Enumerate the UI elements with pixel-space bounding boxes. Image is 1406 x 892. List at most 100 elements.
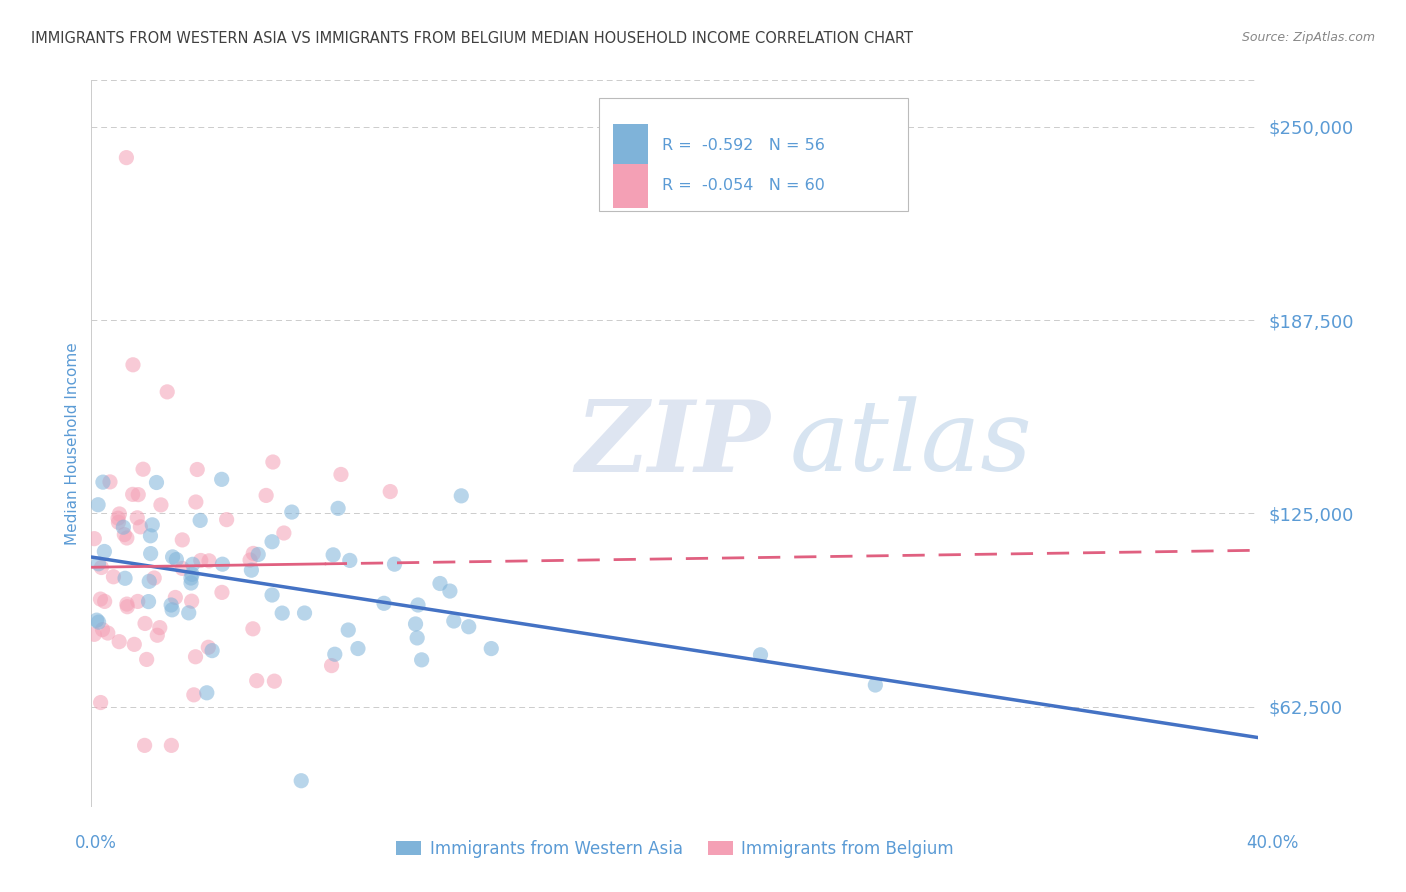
Point <box>135 652 157 666</box>
Point <box>139 529 162 543</box>
Point <box>347 641 370 656</box>
Point <box>108 507 131 521</box>
Point <box>87 615 110 629</box>
Point <box>184 649 207 664</box>
Point <box>190 553 212 567</box>
Point <box>83 532 105 546</box>
Point <box>89 592 111 607</box>
Point <box>479 641 502 656</box>
Point <box>290 773 312 788</box>
Point <box>98 475 121 489</box>
Point <box>93 544 115 558</box>
Point <box>103 570 125 584</box>
Point <box>380 484 402 499</box>
Point <box>91 623 114 637</box>
Point <box>138 594 160 608</box>
Text: 0.0%: 0.0% <box>75 834 117 852</box>
Point <box>198 554 221 568</box>
Point <box>271 606 294 620</box>
Point <box>321 658 343 673</box>
Point <box>262 588 284 602</box>
Text: IMMIGRANTS FROM WESTERN ASIA VS IMMIGRANTS FROM BELGIUM MEDIAN HOUSEHOLD INCOME : IMMIGRANTS FROM WESTERN ASIA VS IMMIGRAN… <box>31 31 912 46</box>
Point <box>107 516 129 530</box>
Point <box>411 653 433 667</box>
Point <box>262 534 284 549</box>
Point <box>149 621 172 635</box>
Point <box>184 495 207 509</box>
Point <box>146 628 169 642</box>
Point <box>211 585 233 599</box>
Point <box>439 584 461 599</box>
Text: Source: ZipAtlas.com: Source: ZipAtlas.com <box>1241 31 1375 45</box>
Point <box>115 151 138 165</box>
Point <box>139 547 162 561</box>
Point <box>240 563 263 577</box>
Point <box>121 487 143 501</box>
Point <box>443 614 465 628</box>
Point <box>145 475 167 490</box>
Point <box>115 531 138 545</box>
Point <box>188 513 211 527</box>
Point <box>239 553 262 567</box>
Point <box>246 673 269 688</box>
Point <box>115 597 138 611</box>
Point <box>114 571 136 585</box>
Point <box>186 462 208 476</box>
Text: ZIP: ZIP <box>575 395 770 492</box>
Point <box>180 594 202 608</box>
Point <box>160 603 183 617</box>
Point <box>90 696 112 710</box>
Point <box>247 548 270 562</box>
Point <box>165 591 187 605</box>
Point <box>177 606 200 620</box>
Point <box>211 558 233 572</box>
Point <box>149 498 172 512</box>
Point <box>242 546 264 560</box>
Point <box>180 576 202 591</box>
Point <box>254 488 277 502</box>
Point <box>86 613 108 627</box>
Point <box>183 688 205 702</box>
Point <box>172 533 194 547</box>
Point <box>322 548 344 562</box>
Text: 40.0%: 40.0% <box>1246 834 1299 852</box>
Point <box>90 560 112 574</box>
Text: R =  -0.592   N = 56: R = -0.592 N = 56 <box>662 138 825 153</box>
Point <box>112 520 135 534</box>
Point <box>127 488 149 502</box>
Text: atlas: atlas <box>789 396 1032 491</box>
Point <box>108 634 131 648</box>
Point <box>112 527 135 541</box>
Point <box>127 511 149 525</box>
Point <box>181 567 204 582</box>
Point <box>405 617 427 632</box>
Point <box>160 739 183 753</box>
Point <box>262 455 284 469</box>
Point <box>93 594 115 608</box>
Point <box>339 553 361 567</box>
Legend: Immigrants from Western Asia, Immigrants from Belgium: Immigrants from Western Asia, Immigrants… <box>389 833 960 864</box>
Point <box>384 557 406 571</box>
Y-axis label: Median Household Income: Median Household Income <box>65 343 80 545</box>
Point <box>242 622 264 636</box>
Point <box>124 637 146 651</box>
Point <box>201 643 224 657</box>
Point <box>195 686 218 700</box>
Point <box>134 739 156 753</box>
Point <box>215 513 238 527</box>
Point <box>165 552 187 566</box>
Point <box>749 648 772 662</box>
Point <box>326 501 349 516</box>
Point <box>457 620 479 634</box>
Point <box>127 594 149 608</box>
Point <box>294 606 316 620</box>
Point <box>323 647 346 661</box>
Point <box>134 616 156 631</box>
Point <box>450 489 472 503</box>
Point <box>373 596 395 610</box>
Point <box>97 626 120 640</box>
Point <box>141 517 163 532</box>
FancyBboxPatch shape <box>613 164 648 208</box>
Point <box>429 576 451 591</box>
Point <box>273 526 295 541</box>
